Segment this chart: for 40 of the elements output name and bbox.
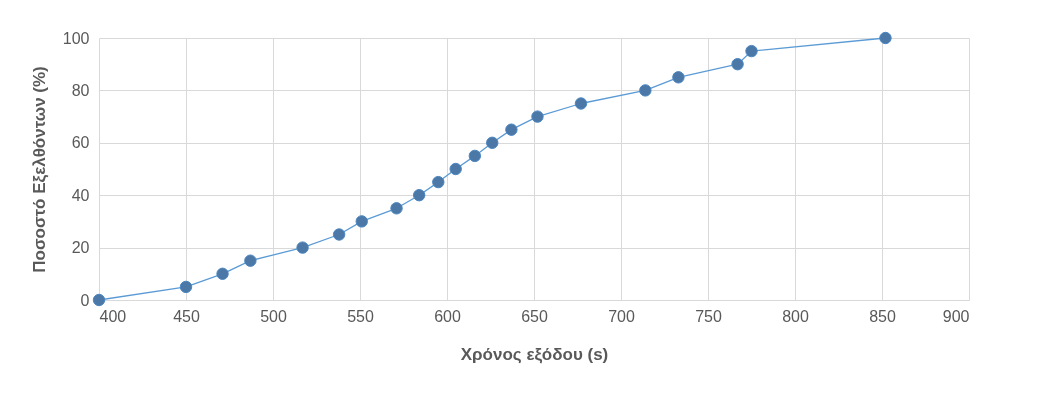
point [412,189,426,202]
x-axis-title: Χρόνος εξόδου (s) [460,344,609,364]
x-tick-label: 750 [695,307,722,325]
point [672,71,685,84]
point [731,58,744,71]
point [332,228,346,241]
y-tick-label: 100 [62,29,90,47]
point [179,280,193,294]
y-tick-label: 60 [71,134,90,152]
point [355,215,368,228]
x-tick-label: 900 [942,307,970,325]
point [531,110,544,123]
x-tick-label: 650 [521,307,548,325]
point [486,136,499,149]
point [745,44,758,58]
point [468,149,482,163]
x-tick-label: 850 [869,307,896,325]
x-tick-label: 550 [347,307,374,325]
x-tick-label: 800 [782,307,809,325]
x-tick-label: 600 [434,307,461,325]
point [244,254,257,267]
x-tick-label: 400 [99,307,127,325]
y-axis-title: Ποσοστό Εξελθόντων (%) [29,66,49,273]
point [449,162,462,176]
point [879,31,892,45]
y-tick-label: 80 [71,81,90,99]
point [390,202,403,215]
y-tick-label: 0 [80,291,90,309]
point [92,293,106,307]
x-tick-label: 700 [608,307,635,325]
y-tick-label: 20 [71,239,90,257]
point [639,84,652,97]
x-tick-label: 500 [260,307,287,325]
y-tick-label: 40 [71,186,90,204]
point [432,175,445,189]
x-tick-label: 450 [173,307,200,325]
point [505,123,518,136]
point [574,97,588,110]
point [296,241,309,254]
point [216,267,229,280]
